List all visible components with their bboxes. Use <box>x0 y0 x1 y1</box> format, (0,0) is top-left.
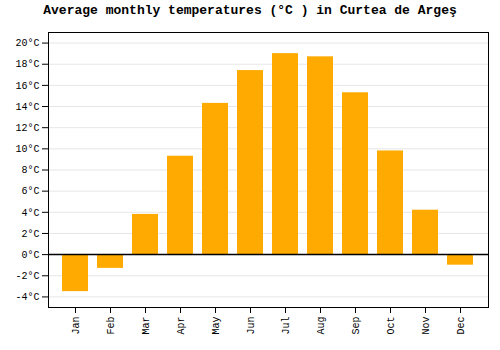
html-text:Average monthly temperatures (: Average monthly temperatures (°C ) in Cu… <box>43 3 457 18</box>
svg-text:-4°C: -4°C <box>15 292 39 303</box>
svg-text:Apr: Apr <box>176 317 187 335</box>
svg-text:8°C: 8°C <box>21 165 39 176</box>
svg-text:12°C: 12°C <box>15 123 39 134</box>
svg-text:Oct: Oct <box>386 317 397 335</box>
svg-text:14°C: 14°C <box>15 102 39 113</box>
svg-text:Nov: Nov <box>421 317 432 335</box>
svg-text:18°C: 18°C <box>15 59 39 70</box>
svg-text:Dec: Dec <box>456 317 467 335</box>
svg-text:16°C: 16°C <box>15 81 39 92</box>
svg-text:Aug: Aug <box>316 317 327 335</box>
svg-text:Feb: Feb <box>106 317 117 335</box>
svg-text:Mar: Mar <box>141 317 152 335</box>
svg-text:May: May <box>211 317 222 335</box>
svg-text:Jan: Jan <box>71 317 82 335</box>
svg-text:-2°C: -2°C <box>15 271 39 282</box>
svg-text:Jul: Jul <box>281 317 292 335</box>
svg-text:6°C: 6°C <box>21 186 39 197</box>
svg-text:Sep: Sep <box>351 317 362 335</box>
svg-text:Jun: Jun <box>246 317 257 335</box>
svg-text:10°C: 10°C <box>15 144 39 155</box>
svg-text:4°C: 4°C <box>21 208 39 219</box>
svg-text:20°C: 20°C <box>15 38 39 49</box>
svg-text:0°C: 0°C <box>21 250 39 261</box>
svg-text:2°C: 2°C <box>21 229 39 240</box>
